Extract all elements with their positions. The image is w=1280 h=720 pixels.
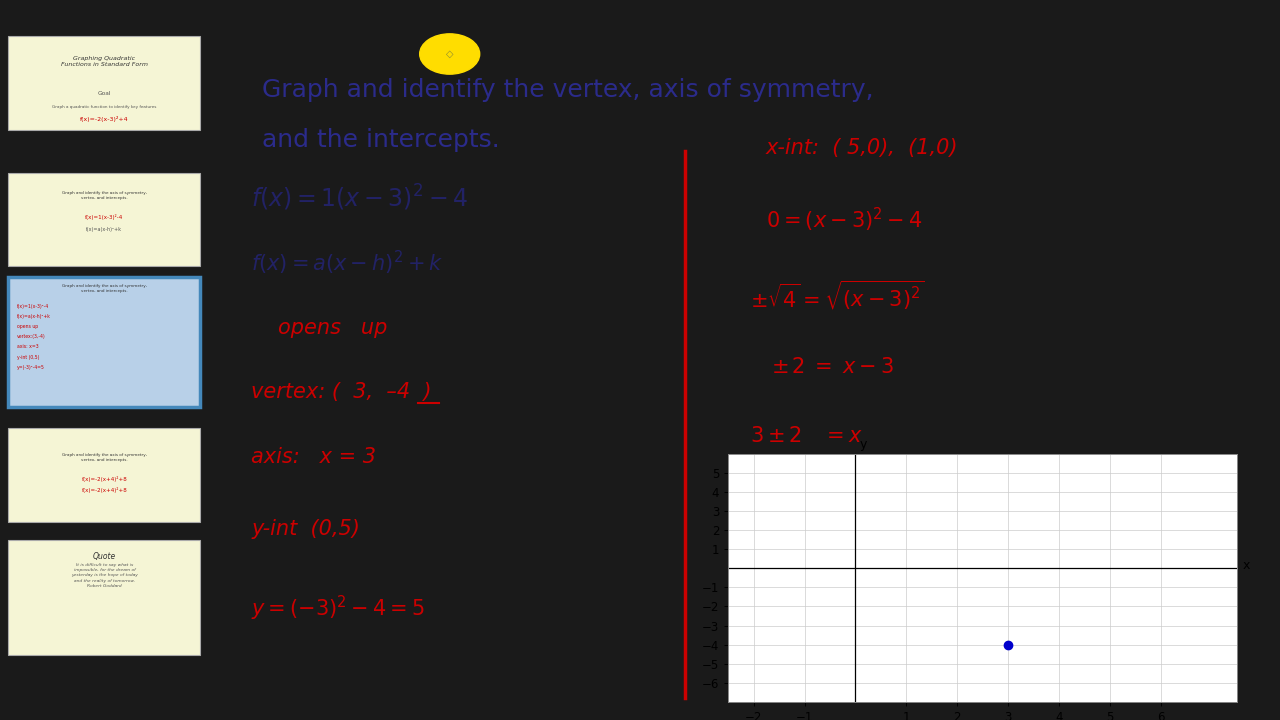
Circle shape <box>420 34 480 74</box>
Text: y: y <box>859 438 867 451</box>
Text: Graph and identify the axis of symmetry,
vertex, and intercepts.: Graph and identify the axis of symmetry,… <box>61 284 147 292</box>
Text: $\pm\sqrt{4} = \sqrt{(x-3)^2}$: $\pm\sqrt{4} = \sqrt{(x-3)^2}$ <box>750 279 924 312</box>
Text: Graph and identify the axis of symmetry,
vertex, and intercepts.: Graph and identify the axis of symmetry,… <box>61 191 147 199</box>
Text: f(x)=-2(x+4)²+8: f(x)=-2(x+4)²+8 <box>82 476 127 482</box>
Text: Graphing Quadratic
Functions in Standard Form: Graphing Quadratic Functions in Standard… <box>61 55 147 66</box>
Text: and the intercepts.: and the intercepts. <box>262 128 500 153</box>
Text: $y = (-3)^2 - 4 = 5$: $y = (-3)^2 - 4 = 5$ <box>251 594 425 623</box>
Text: Graph a quadratic function to identify key features: Graph a quadratic function to identify k… <box>52 105 156 109</box>
Text: Goal: Goal <box>97 91 111 96</box>
Text: axis:   x = 3: axis: x = 3 <box>251 447 376 467</box>
Text: y-int  (0,5): y-int (0,5) <box>251 519 361 539</box>
Text: f(x)=a(x-h)²+k: f(x)=a(x-h)²+k <box>86 227 123 232</box>
Text: Graph and identify the vertex, axis of symmetry,: Graph and identify the vertex, axis of s… <box>262 78 874 102</box>
Text: f(x)=1(x-3)²-4: f(x)=1(x-3)²-4 <box>17 304 49 309</box>
Text: $3 \pm 2 \quad= x$: $3 \pm 2 \quad= x$ <box>750 426 863 446</box>
Text: vertex: (  3,  –4  ): vertex: ( 3, –4 ) <box>251 382 431 402</box>
Text: ◇: ◇ <box>445 49 453 59</box>
Text: Graph and identify the axis of symmetry,
vertex, and intercepts.: Graph and identify the axis of symmetry,… <box>61 453 147 462</box>
Text: $\pm\,2 \;=\; x - 3$: $\pm\,2 \;=\; x - 3$ <box>771 357 893 377</box>
Text: f(x)=1(x-3)²-4: f(x)=1(x-3)²-4 <box>86 214 123 220</box>
Text: f(x)=-2(x+4)²+8: f(x)=-2(x+4)²+8 <box>82 487 127 493</box>
Text: y=(-3)²-4=5: y=(-3)²-4=5 <box>17 364 45 369</box>
FancyBboxPatch shape <box>9 428 200 522</box>
Text: $0 = (x-3)^2 - 4$: $0 = (x-3)^2 - 4$ <box>765 205 922 234</box>
FancyBboxPatch shape <box>9 540 200 655</box>
Text: f(x)=a(x-h)²+k: f(x)=a(x-h)²+k <box>17 314 51 319</box>
FancyBboxPatch shape <box>9 173 200 266</box>
FancyBboxPatch shape <box>9 36 200 130</box>
Text: x-int:  ( 5,0),  (1,0): x-int: ( 5,0), (1,0) <box>765 138 959 158</box>
Text: y-int (0,5): y-int (0,5) <box>17 354 40 359</box>
Text: It is difficult to say what is
impossible, for the dream of
yesterday is the hop: It is difficult to say what is impossibl… <box>70 563 138 588</box>
Text: $f(x) = 1(x-3)^2 - 4$: $f(x) = 1(x-3)^2 - 4$ <box>251 183 468 213</box>
Text: opens up: opens up <box>17 324 38 329</box>
Text: opens   up: opens up <box>278 318 388 338</box>
FancyBboxPatch shape <box>9 277 200 407</box>
Text: Quote: Quote <box>92 552 116 562</box>
Text: f(x)=-2(x-3)²+4: f(x)=-2(x-3)²+4 <box>81 116 128 122</box>
Text: $f(x) = a(x-h)^2 + k$: $f(x) = a(x-h)^2 + k$ <box>251 248 444 277</box>
Text: vertex:(3,-4): vertex:(3,-4) <box>17 334 46 339</box>
Text: x: x <box>1242 559 1249 572</box>
Text: axis: x=3: axis: x=3 <box>17 344 38 349</box>
